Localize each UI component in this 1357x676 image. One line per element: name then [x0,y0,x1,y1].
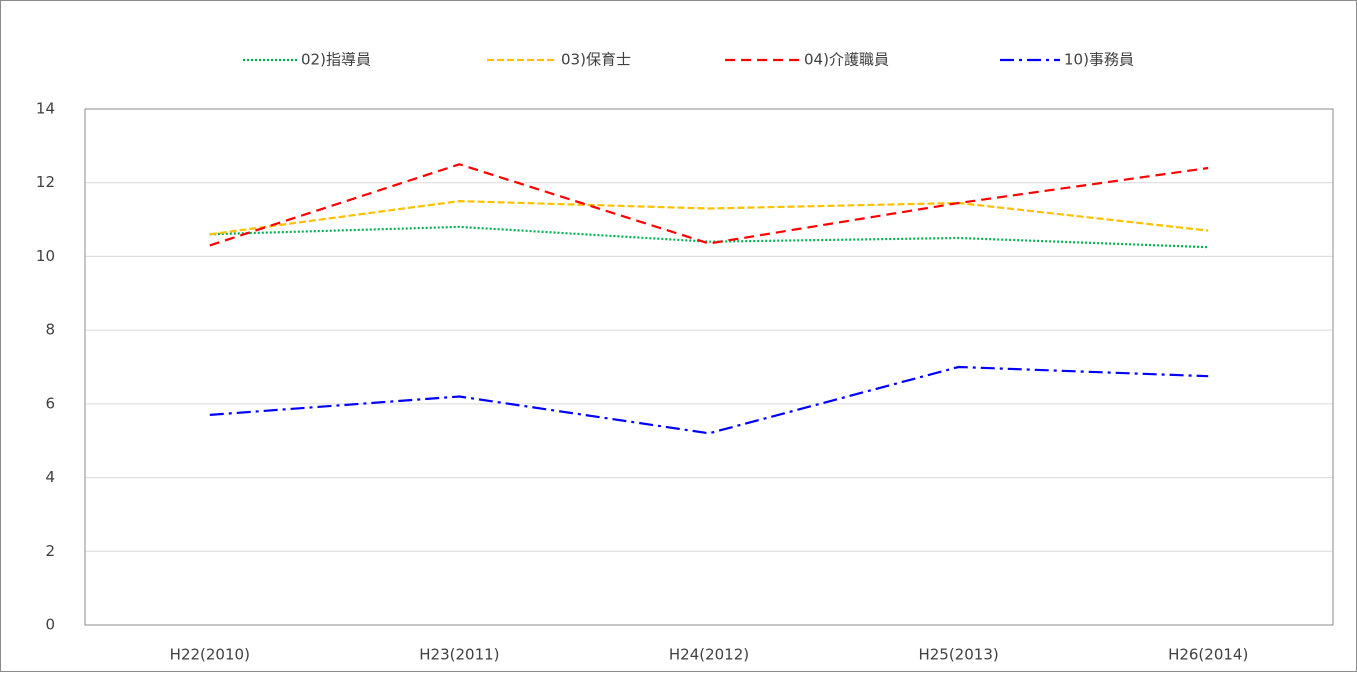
y-tick-label: 12 [36,173,55,191]
x-tick-label: H25(2013) [918,646,998,664]
y-tick-label: 14 [36,100,55,118]
y-tick-label: 10 [36,247,55,265]
x-tick-label: H22(2010) [170,646,250,664]
x-tick-label: H24(2012) [669,646,749,664]
legend-label: 04)介護職員 [804,51,889,69]
y-tick-label: 6 [45,394,55,412]
x-tick-label: H23(2011) [419,646,499,664]
y-tick-label: 2 [45,542,55,560]
y-tick-label: 4 [45,468,55,486]
data-line [209,365,1209,435]
legend-label: 03)保育士 [561,51,631,69]
y-tick-label: 8 [45,321,55,339]
plot-area [84,108,1334,626]
legend-label: 10)事務員 [1064,51,1134,69]
legend-label: 02)指導員 [301,51,371,69]
data-line [209,225,1209,249]
data-line [209,199,1209,236]
x-tick-label: H26(2014) [1168,646,1248,664]
y-tick-label: 0 [45,616,55,634]
